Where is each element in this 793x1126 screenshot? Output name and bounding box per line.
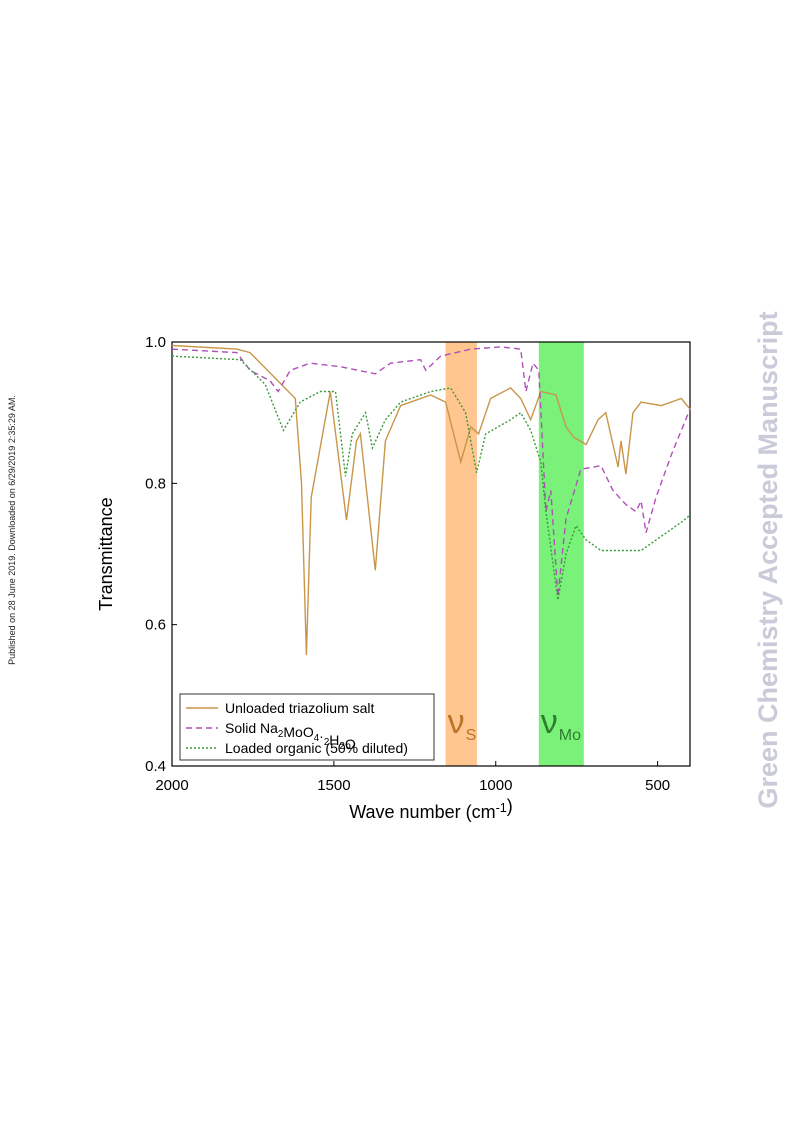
y-tick-label: 1.0 bbox=[145, 334, 166, 351]
band-symbol: ν bbox=[448, 703, 465, 741]
band bbox=[445, 342, 477, 766]
x-tick-label: 1500 bbox=[317, 777, 350, 794]
watermark: Green Chemistry Accepted Manuscript bbox=[753, 311, 783, 808]
series-line bbox=[171, 355, 691, 601]
y-axis-label: Transmittance bbox=[96, 497, 116, 610]
x-tick-label: 500 bbox=[645, 777, 670, 794]
y-tick-label: 0.6 bbox=[145, 617, 166, 634]
band-subscript: Mo bbox=[559, 727, 581, 744]
legend-box bbox=[179, 693, 435, 761]
y-tick-label: 0.8 bbox=[145, 475, 166, 492]
x-tick-label: 2000 bbox=[155, 777, 188, 794]
band-symbol: ν bbox=[541, 703, 558, 741]
x-tick-label: 1000 bbox=[479, 777, 512, 794]
legend-label: Loaded organic (50% diluted) bbox=[225, 740, 408, 756]
x-axis-label: Wave number (cm-1) bbox=[349, 796, 513, 822]
legend-label: Solid Na2MoO4·2H2O bbox=[225, 720, 356, 752]
plot-frame bbox=[171, 341, 691, 767]
side-note: Published on 28 June 2019. Downloaded on… bbox=[7, 395, 17, 665]
series-line bbox=[171, 346, 691, 597]
band-subscript: S bbox=[466, 727, 477, 744]
legend-label: Unloaded triazolium salt bbox=[225, 700, 375, 716]
y-tick-label: 0.4 bbox=[145, 758, 166, 775]
series-line bbox=[171, 344, 691, 656]
